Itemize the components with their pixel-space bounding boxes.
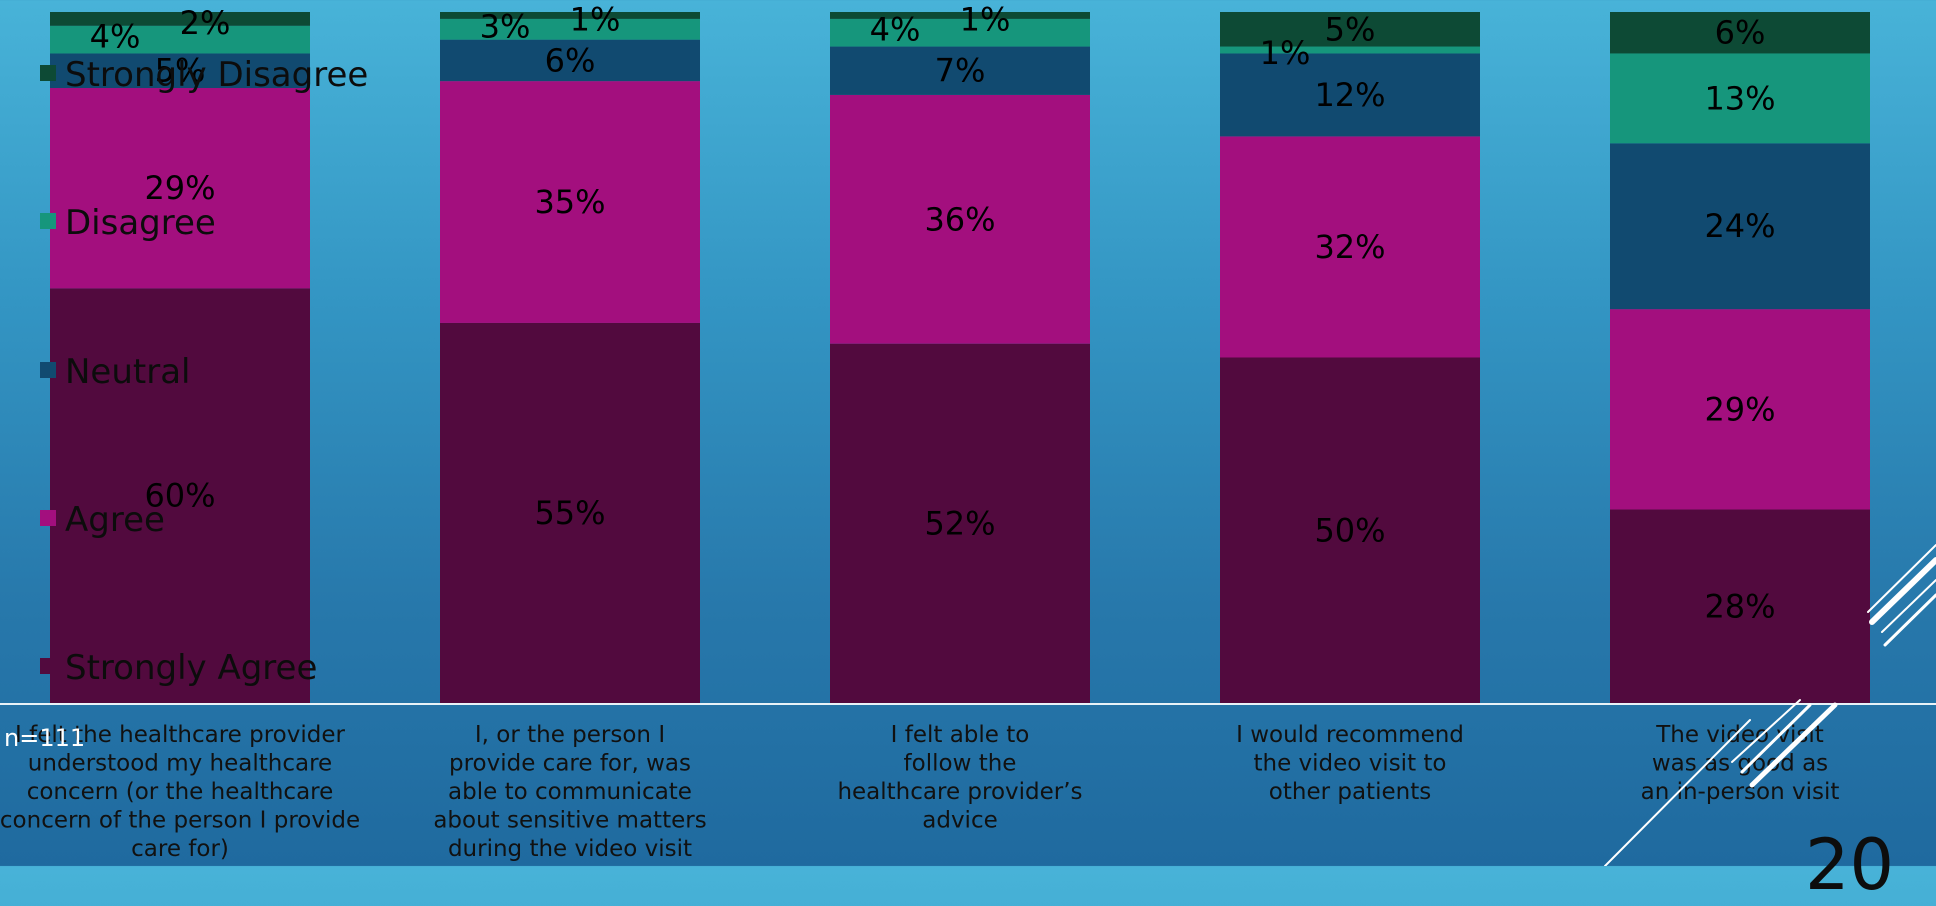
bar-segment-strongly-agree bbox=[440, 322, 700, 703]
bar-segment-strongly-agree bbox=[1610, 509, 1870, 703]
bar-segment-agree bbox=[1610, 309, 1870, 510]
data-label: 1% bbox=[570, 0, 621, 38]
legend-label: Agree bbox=[65, 500, 165, 540]
data-label: 1% bbox=[1260, 34, 1311, 72]
bar-segment-disagree bbox=[50, 25, 310, 54]
bar-segment-strongly-agree bbox=[1220, 357, 1480, 703]
category-label: I felt able to follow the healthcare provi… bbox=[837, 722, 1082, 834]
data-label: 32% bbox=[1314, 228, 1385, 266]
bar-segment-strongly-agree bbox=[50, 288, 310, 703]
legend-label: Strongly Disagree bbox=[65, 55, 368, 95]
category-label: I would recommend the video visit to other… bbox=[1236, 722, 1464, 805]
bar-segment-disagree bbox=[1610, 53, 1870, 144]
category-label: I felt the healthcare provider understood… bbox=[0, 722, 360, 862]
data-labels-group: 60% 29% 5% 4% 2% 55% 35% 6% 3% 1% 52% 36% 7% 4% 1% 50% 3… bbox=[90, 0, 1776, 625]
bar-segment-disagree bbox=[440, 18, 700, 40]
legend-label: Neutral bbox=[65, 352, 191, 392]
legend-swatch bbox=[40, 510, 56, 526]
bars-group bbox=[50, 12, 1870, 703]
bar-segment-strongly-disagree bbox=[440, 12, 700, 19]
bar-segment-strongly-disagree bbox=[1610, 12, 1870, 54]
data-label: 60% bbox=[144, 477, 215, 515]
data-label: 4% bbox=[90, 18, 141, 56]
data-label: 5% bbox=[1325, 10, 1376, 48]
bar-segment-neutral bbox=[1220, 53, 1480, 137]
bar-segment-strongly-disagree bbox=[830, 12, 1090, 19]
page-number: 20 bbox=[1805, 824, 1895, 906]
stacked-bar-chart: 60% 29% 5% 4% 2% 55% 35% 6% 3% 1% 52% 36% 7% 4% 1% 50% 3… bbox=[0, 0, 1936, 866]
bar-segment-neutral bbox=[830, 46, 1090, 95]
decorative-stripes bbox=[1604, 544, 1936, 866]
legend-label: Strongly Agree bbox=[65, 648, 317, 688]
bar-segment-strongly-agree bbox=[830, 343, 1090, 703]
data-label: 36% bbox=[924, 200, 995, 238]
legend-swatch bbox=[40, 658, 56, 674]
data-label: 3% bbox=[480, 7, 531, 45]
sample-size-label: n=111 bbox=[4, 724, 86, 752]
data-label: 52% bbox=[924, 504, 995, 542]
bar-segment-agree bbox=[830, 94, 1090, 344]
data-label: 1% bbox=[960, 0, 1011, 38]
bar-segment-strongly-disagree bbox=[50, 12, 310, 26]
data-label: 2% bbox=[180, 4, 231, 42]
data-label: 7% bbox=[935, 52, 986, 90]
data-label: 55% bbox=[534, 494, 605, 532]
bar-segment-disagree bbox=[1220, 46, 1480, 54]
legend: Strongly Disagree Disagree Neutral Agree Str… bbox=[40, 55, 368, 688]
data-label: 13% bbox=[1704, 79, 1775, 117]
legend-swatch bbox=[40, 213, 56, 229]
legend-swatch bbox=[40, 65, 56, 81]
bar-segment-neutral bbox=[50, 53, 310, 89]
category-labels-group: I felt the healthcare provider understood… bbox=[0, 722, 1839, 862]
bar-segment-agree bbox=[1220, 136, 1480, 358]
data-label: 6% bbox=[545, 41, 596, 79]
category-label: The video visit was as good as an in-perso… bbox=[1641, 722, 1840, 805]
data-label: 50% bbox=[1314, 511, 1385, 549]
bar-segment-agree bbox=[440, 81, 700, 323]
data-label: 5% bbox=[155, 52, 206, 90]
data-label: 29% bbox=[144, 169, 215, 207]
bar-segment-neutral bbox=[440, 39, 700, 82]
data-label: 12% bbox=[1314, 76, 1385, 114]
bar-segment-disagree bbox=[830, 18, 1090, 47]
bar-segment-agree bbox=[50, 88, 310, 289]
data-label: 6% bbox=[1715, 14, 1766, 52]
data-label: 24% bbox=[1704, 207, 1775, 245]
bar-segment-strongly-disagree bbox=[1220, 12, 1480, 47]
legend-label: Disagree bbox=[65, 203, 216, 243]
data-label: 29% bbox=[1704, 390, 1775, 428]
data-label: 4% bbox=[870, 11, 921, 49]
legend-swatch bbox=[40, 362, 56, 378]
data-label: 28% bbox=[1704, 587, 1775, 625]
data-label: 35% bbox=[534, 183, 605, 221]
bar-segment-neutral bbox=[1610, 143, 1870, 310]
